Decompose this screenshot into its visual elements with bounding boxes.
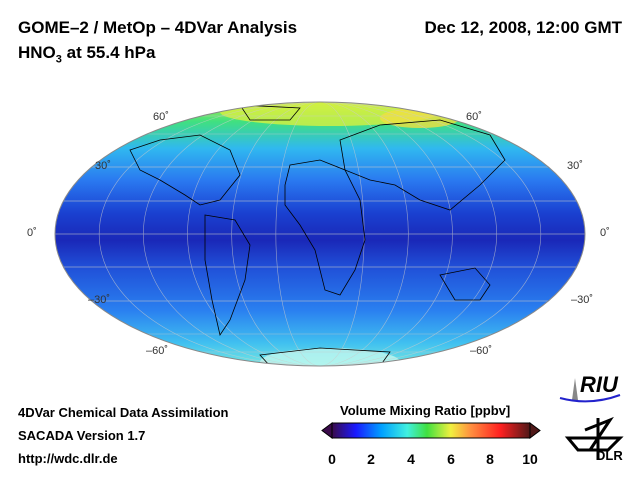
dlr-logo-text: DLR xyxy=(596,448,623,463)
lat-label-right: 30˚ xyxy=(567,160,583,172)
colorbar-over-arrow xyxy=(529,422,541,439)
colorbar-tick: 4 xyxy=(407,451,415,467)
colorbar xyxy=(331,422,531,439)
colorbar-under-arrow xyxy=(321,422,333,439)
lat-label-left: –30˚ xyxy=(88,294,111,306)
species: HNO xyxy=(18,43,56,62)
lat-label-left: 0˚ xyxy=(27,227,37,239)
colorbar-tick: 10 xyxy=(522,451,538,467)
colorbar-tick: 8 xyxy=(486,451,494,467)
map-title: GOME–2 / MetOp – 4DVar Analysis xyxy=(18,18,298,37)
riu-logo xyxy=(559,378,621,403)
footer-line-1: 4DVar Chemical Data Assimilation xyxy=(18,405,229,420)
date-label: Dec 12, 2008, 12:00 GMT xyxy=(424,18,622,37)
dlr-logo xyxy=(564,416,624,460)
pressure-level: at 55.4 hPa xyxy=(61,43,156,62)
species-subscript: 3 xyxy=(55,53,62,66)
coastlines xyxy=(129,104,506,366)
lat-label-left: 60˚ xyxy=(153,111,169,123)
lat-label-right: –30˚ xyxy=(571,294,594,306)
lat-label-left: 30˚ xyxy=(95,160,111,172)
lat-label-right: 60˚ xyxy=(466,111,482,123)
riu-logo-text: RIU xyxy=(580,372,618,397)
footer-url[interactable]: http://wdc.dlr.de xyxy=(18,451,118,466)
footer-line-2: SACADA Version 1.7 xyxy=(18,428,146,443)
map-subtitle: HNO3 at 55.4 hPa xyxy=(18,43,155,65)
lat-label-right: 0˚ xyxy=(600,227,610,239)
lat-label-right: –60˚ xyxy=(470,345,493,357)
colorbar-tick: 0 xyxy=(328,451,336,467)
lat-label-left: –60˚ xyxy=(146,345,169,357)
colorbar-tick: 6 xyxy=(447,451,455,467)
colorbar-title: Volume Mixing Ratio [ppbv] xyxy=(340,403,511,418)
colorbar-tick: 2 xyxy=(367,451,375,467)
